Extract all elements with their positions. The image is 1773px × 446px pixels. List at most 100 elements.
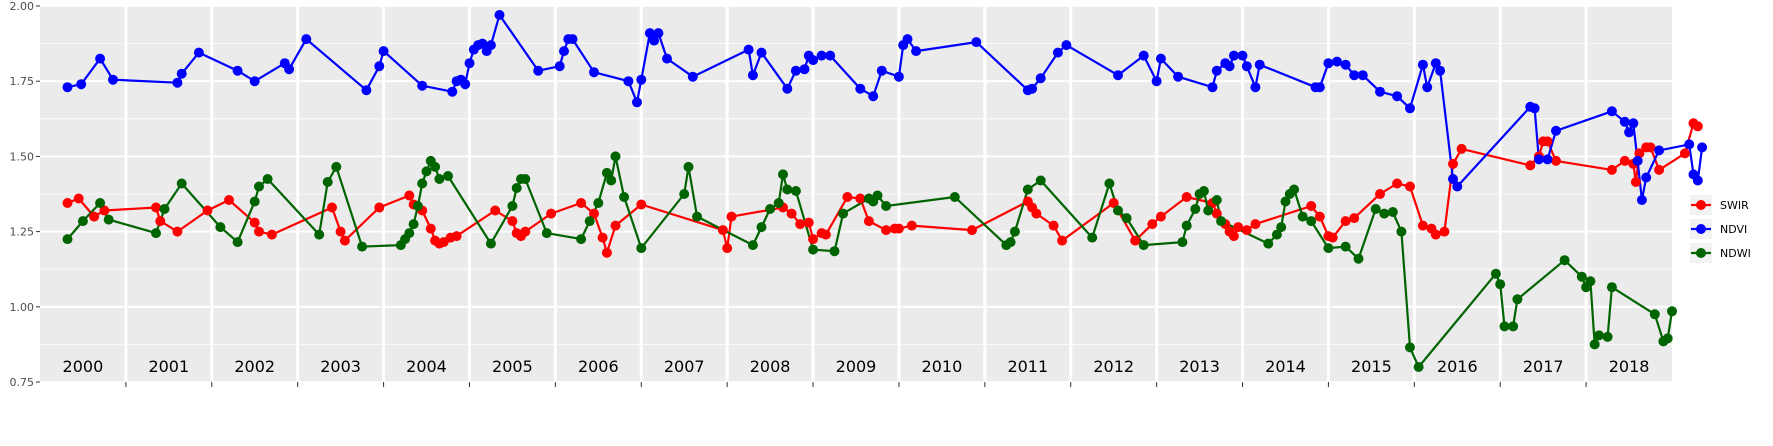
data-point-swir — [327, 202, 337, 213]
data-point-ndvi — [1533, 154, 1544, 165]
data-point-swir — [1181, 192, 1192, 202]
data-point-ndwi — [176, 178, 187, 189]
data-point-ndwi — [872, 190, 883, 201]
data-point-ndwi — [412, 201, 423, 211]
data-point-ndvi — [636, 74, 647, 85]
data-point-ndvi — [447, 86, 458, 97]
data-point-ndwi — [1087, 232, 1098, 243]
data-point-ndwi — [1306, 216, 1317, 227]
data-point-ndwi — [1113, 205, 1123, 216]
data-point-swir — [151, 202, 161, 213]
data-point-ndvi — [653, 28, 664, 39]
year-label: 2001 — [148, 357, 189, 376]
data-point-swir — [1057, 235, 1068, 246]
legend-label-ndvi: NDVI — [1720, 223, 1747, 236]
data-point-ndvi — [1224, 61, 1235, 72]
data-point-swir — [1551, 155, 1561, 166]
data-point-ndwi — [1035, 175, 1046, 186]
data-point-ndwi — [747, 240, 758, 251]
data-point-ndwi — [151, 228, 161, 239]
year-label: 2014 — [1265, 357, 1306, 376]
data-point-swir — [155, 216, 166, 227]
data-point-ndwi — [485, 238, 496, 249]
data-point-ndwi — [1585, 276, 1596, 287]
data-point-ndwi — [1323, 243, 1334, 254]
data-point-swir — [1417, 220, 1428, 231]
data-point-swir — [1448, 158, 1458, 169]
data-point-ndwi — [1263, 238, 1274, 249]
data-point-ndvi — [1241, 61, 1252, 72]
y-tick-label: 1.75 — [10, 75, 35, 88]
data-point-ndvi — [1606, 106, 1617, 117]
data-point-ndwi — [1190, 204, 1201, 214]
data-point-ndvi — [1228, 50, 1239, 61]
year-label: 2006 — [578, 357, 619, 376]
data-point-swir — [425, 223, 436, 234]
data-point-ndvi — [361, 85, 372, 96]
data-point-ndvi — [1684, 139, 1695, 150]
data-point-ndvi — [1332, 56, 1342, 67]
data-point-ndwi — [1602, 331, 1613, 342]
data-point-swir — [893, 223, 904, 234]
data-point-ndwi — [215, 222, 226, 233]
data-point-ndwi — [254, 181, 264, 192]
data-point-swir — [1456, 143, 1467, 154]
data-point-ndvi — [1155, 53, 1166, 64]
data-point-ndvi — [876, 65, 887, 76]
data-point-ndvi — [1452, 181, 1463, 192]
data-point-swir — [335, 226, 346, 237]
year-label: 2005 — [492, 357, 533, 376]
data-point-ndvi — [62, 82, 73, 93]
data-point-swir — [224, 195, 234, 205]
data-point-ndvi — [559, 46, 569, 57]
data-point-ndwi — [1181, 220, 1192, 231]
data-point-ndwi — [541, 228, 552, 239]
legend-label-ndwi: NDWI — [1720, 247, 1751, 260]
data-point-swir — [1048, 220, 1059, 231]
data-point-ndwi — [949, 192, 960, 202]
data-point-ndwi — [1203, 205, 1214, 216]
data-point-swir — [1634, 148, 1645, 159]
data-point-ndvi — [301, 34, 312, 45]
data-point-swir — [1439, 226, 1450, 237]
data-point-ndvi — [1237, 50, 1248, 61]
data-point-swir — [1211, 208, 1222, 219]
data-point-ndvi — [1027, 83, 1038, 94]
data-point-ndvi — [855, 83, 866, 94]
data-point-ndvi — [1435, 65, 1446, 76]
x-axis: 2000 2001 2002 2003 2004 2005 2006 2007 2008 2009… — [63, 357, 1649, 387]
data-point-swir — [1327, 232, 1338, 243]
data-point-ndwi — [249, 196, 260, 207]
data-point-swir — [1130, 235, 1141, 246]
data-point-ndvi — [494, 10, 505, 20]
data-point-ndwi — [322, 177, 333, 187]
data-point-ndvi — [1349, 70, 1360, 81]
data-point-ndwi — [1009, 226, 1020, 237]
data-point-ndwi — [1559, 255, 1570, 266]
data-point-swir — [1542, 136, 1553, 147]
data-point-ndwi — [829, 246, 840, 257]
data-point-ndwi — [1104, 178, 1115, 189]
data-point-swir — [1340, 216, 1351, 227]
year-label: 2017 — [1523, 357, 1564, 376]
data-point-ndvi — [662, 53, 672, 64]
data-point-swir — [490, 205, 501, 216]
data-point-swir — [1430, 229, 1441, 240]
data-point-ndwi — [1495, 279, 1506, 290]
data-point-swir — [507, 216, 518, 227]
data-point-swir — [451, 231, 462, 242]
data-point-swir — [73, 193, 84, 204]
data-point-ndvi — [554, 61, 565, 72]
year-label: 2004 — [406, 357, 447, 376]
data-point-ndvi — [533, 65, 544, 76]
data-point-swir — [1375, 189, 1385, 199]
data-point-ndwi — [1005, 237, 1016, 248]
data-point-swir — [820, 229, 831, 240]
data-point-swir — [717, 225, 728, 236]
data-point-ndwi — [838, 208, 849, 219]
data-point-swir — [1645, 142, 1656, 153]
data-point-ndwi — [1490, 268, 1501, 279]
year-label: 2010 — [922, 357, 963, 376]
